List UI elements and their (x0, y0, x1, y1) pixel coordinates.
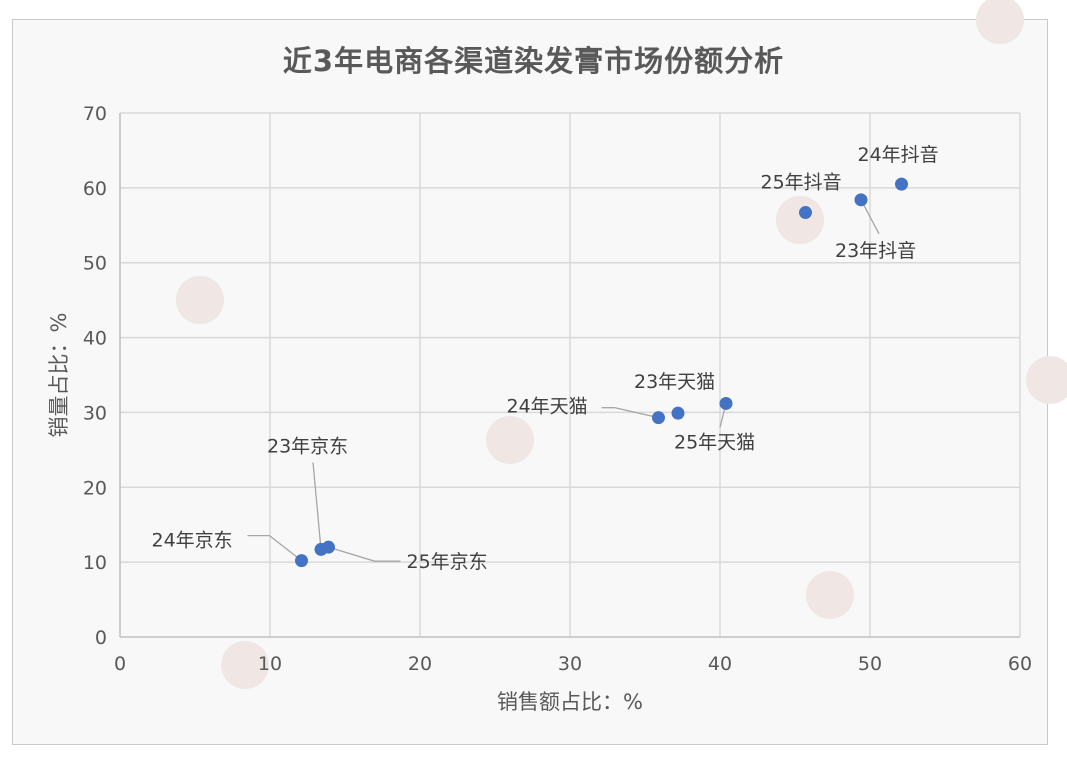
leader-line (247, 534, 302, 562)
x-tick-label: 30 (558, 653, 582, 675)
y-tick-label: 10 (83, 552, 107, 574)
y-tick-label: 50 (83, 253, 107, 275)
leader-line (601, 407, 659, 419)
watermark-mark (976, 0, 1024, 44)
point-label: 24年天猫 (507, 396, 588, 418)
scatter-point (895, 177, 908, 191)
chart-title: 近3年电商各渠道染发膏市场份额分析 (282, 44, 785, 78)
x-tick-label: 40 (708, 653, 732, 675)
watermark-mark (1026, 356, 1067, 404)
scatter-point (719, 396, 733, 410)
scatter-point (854, 193, 868, 207)
point-label: 23年京东 (267, 435, 348, 457)
leader-lines (247, 199, 880, 562)
y-tick-label: 0 (95, 627, 107, 649)
watermark-mark (776, 196, 824, 244)
point-label: 24年抖音 (858, 144, 939, 166)
y-tick-label: 30 (83, 402, 107, 424)
x-tick-label: 60 (1008, 653, 1032, 675)
y-tick-label: 70 (83, 103, 107, 125)
point-label: 25年天猫 (674, 431, 755, 453)
scatter-point (652, 411, 665, 425)
watermark-mark (176, 276, 224, 324)
point-label: 23年抖音 (835, 240, 916, 262)
grid-lines (120, 112, 1021, 637)
scatter-point (671, 406, 685, 420)
scatter-point (322, 540, 335, 554)
point-label: 23年天猫 (634, 371, 715, 393)
x-tick-label: 10 (258, 653, 282, 675)
point-label: 24年京东 (152, 530, 233, 552)
y-tick-label: 20 (83, 477, 107, 499)
scatter-point (295, 554, 308, 568)
watermark-mark (221, 641, 269, 689)
x-tick-label: 20 (408, 653, 432, 675)
point-label: 25年京东 (407, 551, 488, 573)
x-axis-label: 销售额占比：% (497, 690, 643, 714)
x-tick-label: 0 (114, 653, 126, 675)
leader-line (328, 546, 401, 562)
chart-frame (12, 19, 1048, 745)
data-points (295, 177, 908, 568)
x-tick-label: 50 (858, 653, 882, 675)
point-label: 25年抖音 (761, 172, 842, 194)
y-axis-label: 销量占比：% (47, 313, 71, 438)
watermark-layer (176, 0, 1067, 689)
leader-line (312, 462, 322, 550)
tick-labels: 0 10 20 30 40 50 60 0 10 20 30 40 50 60 70 (83, 103, 1032, 675)
y-tick-label: 40 (83, 328, 107, 350)
scatter-point (799, 206, 812, 220)
axes (119, 113, 1020, 638)
watermark-mark (806, 571, 854, 619)
watermark-mark (486, 416, 534, 464)
y-tick-label: 60 (83, 178, 107, 200)
data-labels: 24年京东 23年京东 25年京东 24年天猫 23年天猫 25年天猫 25年抖音 23年抖音… (152, 144, 939, 573)
